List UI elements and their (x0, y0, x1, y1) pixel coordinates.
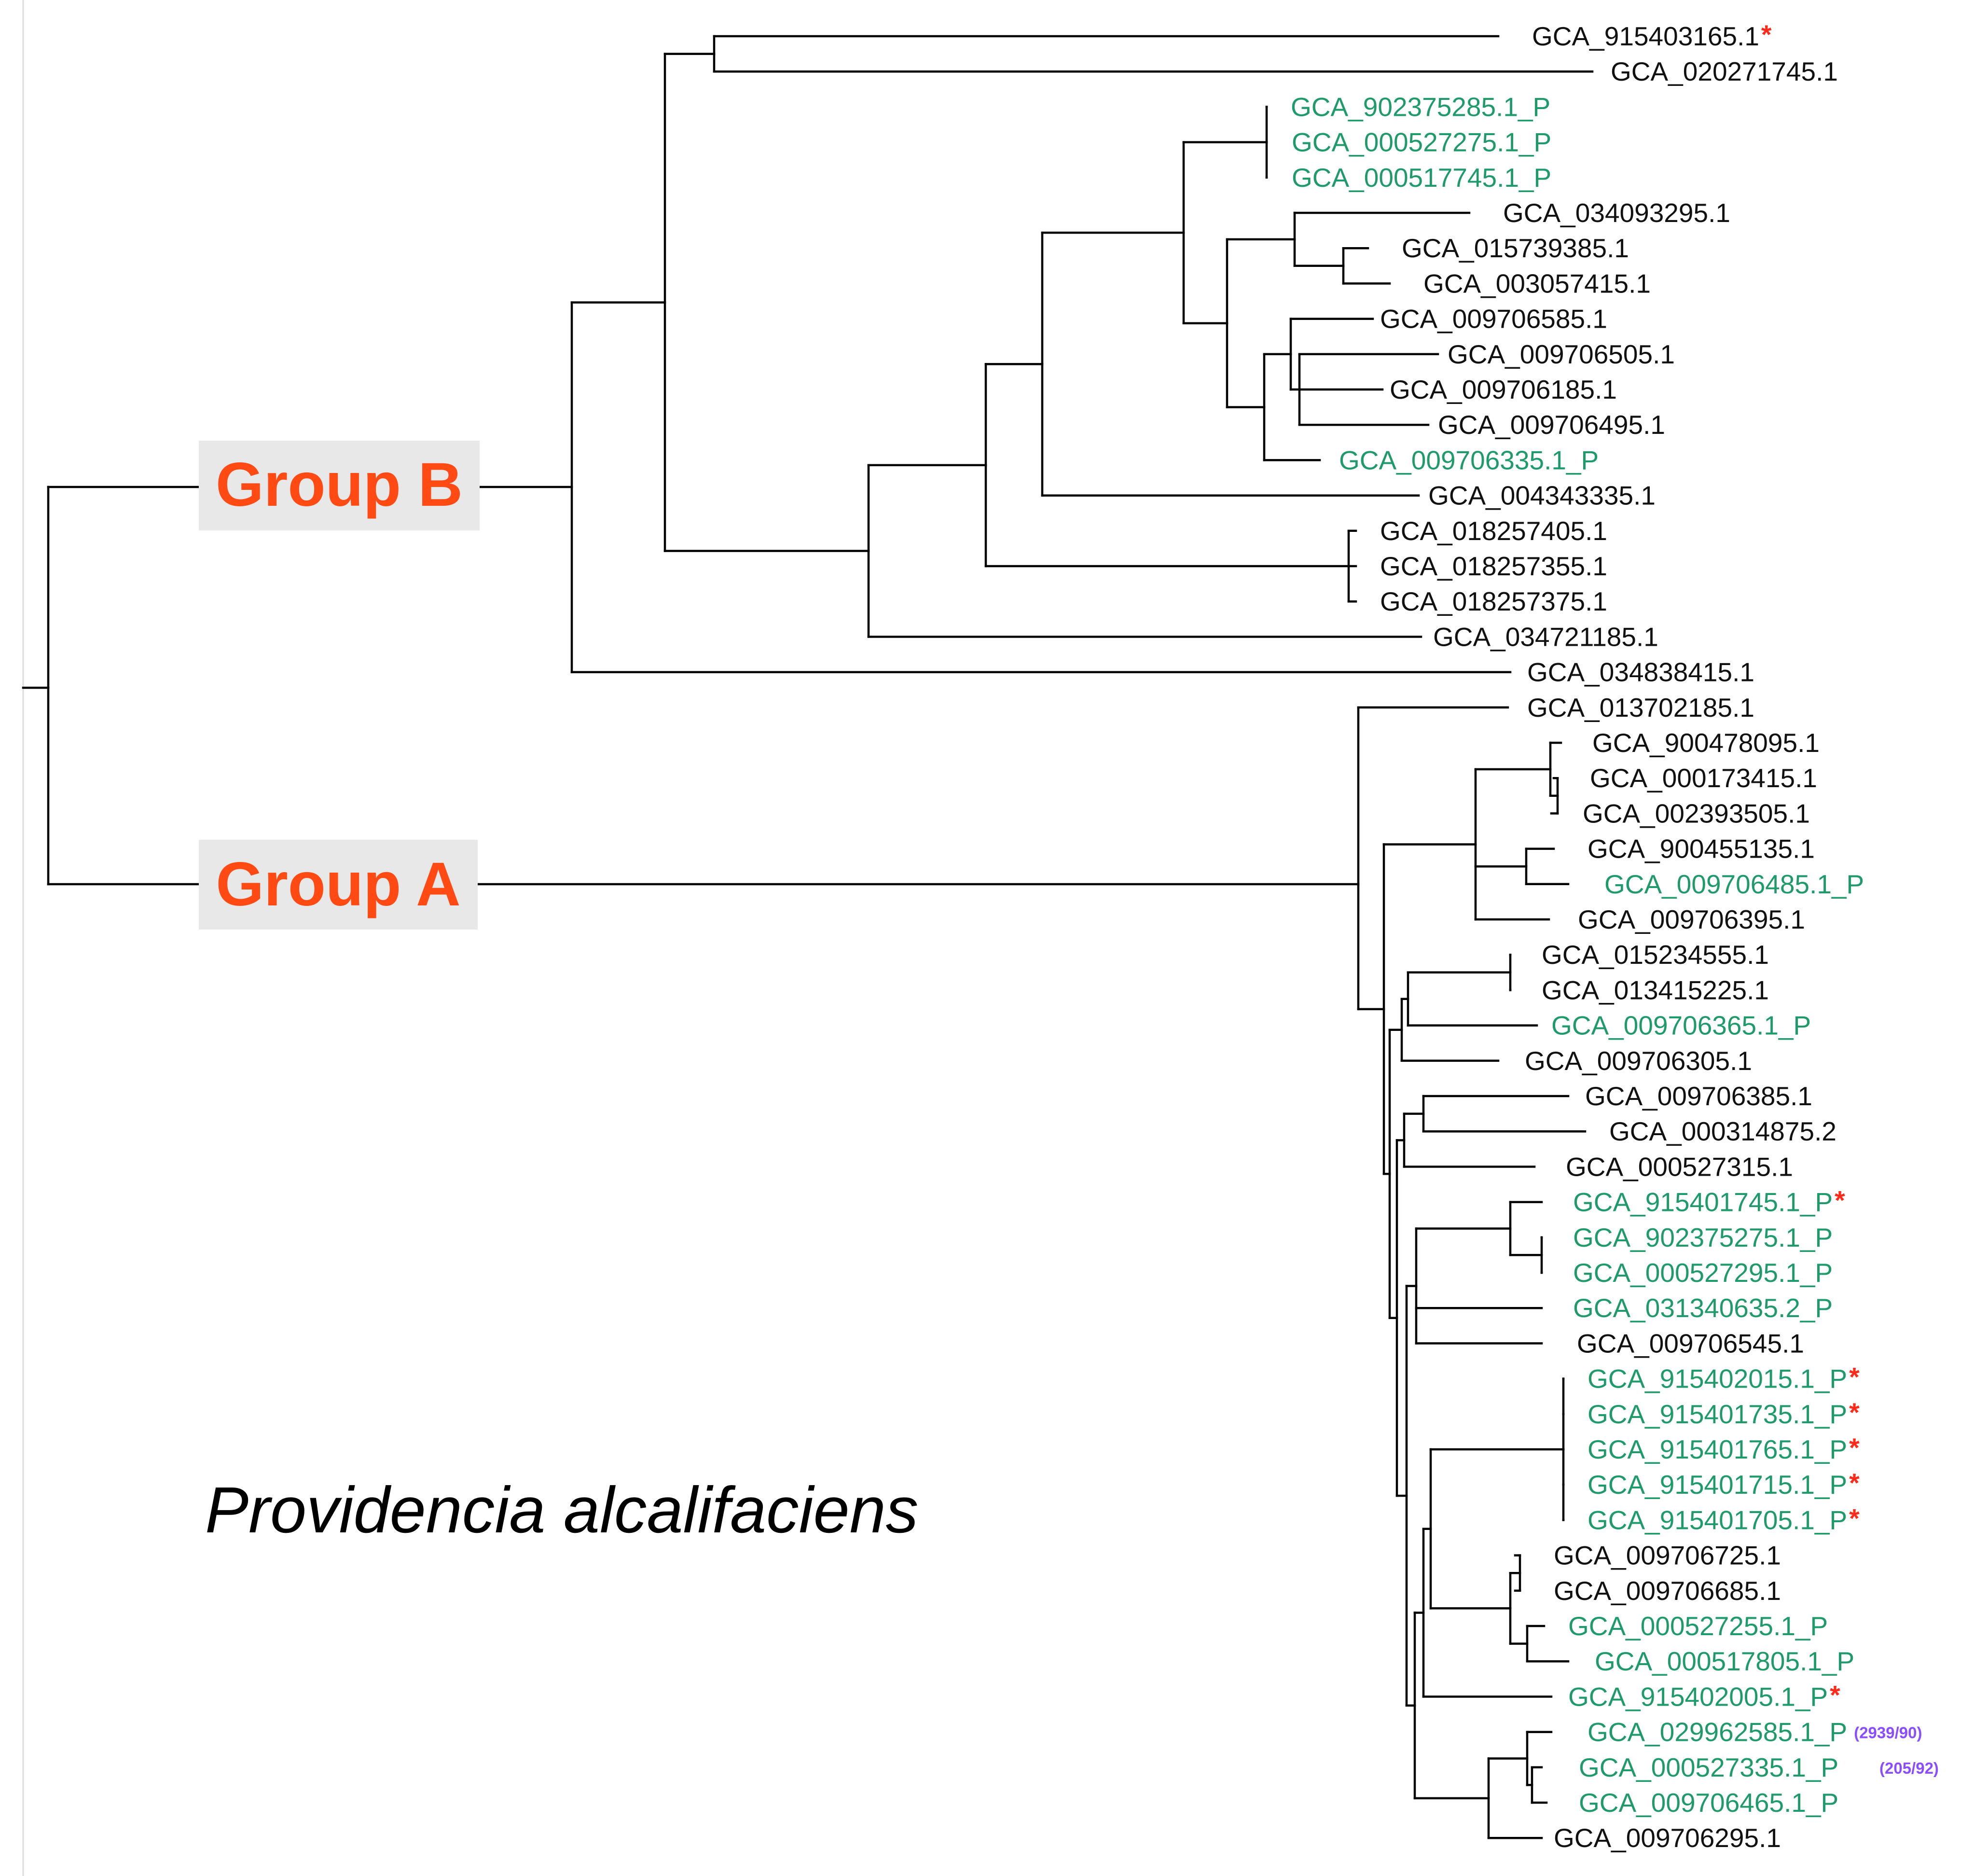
tip-label: GCA_915401735.1_P (1587, 1399, 1847, 1429)
asterisk-marker: * (1849, 1397, 1860, 1427)
tip-label: GCA_018257375.1 (1380, 586, 1607, 616)
tip-label: GCA_000517805.1_P (1595, 1646, 1854, 1676)
group-a-label-background (199, 840, 478, 930)
tip-label: GCA_009706185.1 (1390, 375, 1617, 404)
asterisk-marker: * (1849, 1468, 1860, 1498)
tip-label: GCA_009706485.1_P (1604, 869, 1864, 899)
asterisk-marker: * (1849, 1432, 1860, 1462)
group-b-label-background (199, 441, 480, 530)
tip-label: GCA_915402015.1_P (1587, 1364, 1847, 1394)
tip-label: GCA_902375285.1_P (1291, 92, 1550, 122)
tip-label: GCA_000527315.1 (1566, 1152, 1793, 1181)
tip-label: GCA_009706295.1 (1554, 1823, 1781, 1853)
tip-label: GCA_915401715.1_P (1587, 1470, 1847, 1500)
tip-label: GCA_034838415.1 (1527, 657, 1754, 687)
tip-labels: GCA_915403165.1 *GCA_020271745.1GCA_90237… (1291, 19, 1939, 1853)
asterisk-marker: * (1835, 1185, 1845, 1215)
tip-label: GCA_915403165.1 (1532, 21, 1759, 51)
tip-label: GCA_009706395.1 (1578, 904, 1805, 934)
tip-label: GCA_015234555.1 (1542, 940, 1769, 970)
tip-label: GCA_000527295.1_P (1573, 1258, 1833, 1288)
tip-label: GCA_002393505.1 (1583, 798, 1810, 828)
tip-label: GCA_034721185.1 (1433, 622, 1658, 652)
tip-label: GCA_009706385.1 (1585, 1081, 1812, 1111)
tip-label: GCA_020271745.1 (1611, 56, 1838, 86)
asterisk-marker: * (1761, 19, 1772, 49)
tip-label: GCA_009706505.1 (1448, 339, 1675, 369)
tip-label: GCA_003057415.1 (1423, 268, 1651, 298)
tip-label: GCA_000527335.1_P (1579, 1752, 1838, 1782)
tip-label: GCA_013415225.1 (1542, 975, 1769, 1005)
tip-label: GCA_004343335.1 (1428, 481, 1656, 511)
tip-label: GCA_009706495.1 (1438, 410, 1665, 440)
tip-label: GCA_000173415.1 (1590, 763, 1817, 793)
asterisk-marker: * (1849, 1362, 1860, 1392)
group-labels: Group B Group A (199, 441, 480, 930)
tip-label: GCA_029962585.1_P (1587, 1717, 1847, 1747)
tip-annotation: (2939/90) (1854, 1724, 1922, 1742)
tip-label: GCA_900455135.1 (1587, 834, 1815, 864)
tip-label: GCA_009706545.1 (1577, 1328, 1804, 1358)
tip-label: GCA_902375275.1_P (1573, 1223, 1833, 1252)
asterisk-marker: * (1849, 1503, 1860, 1533)
tip-annotation: (205/92) (1879, 1759, 1939, 1777)
tip-label: GCA_900478095.1 (1592, 728, 1820, 758)
tip-label: GCA_000314875.2 (1609, 1116, 1836, 1146)
asterisk-marker: * (1830, 1680, 1840, 1709)
tip-label: GCA_915401745.1_P (1573, 1187, 1833, 1217)
tip-label: GCA_015739385.1 (1402, 233, 1629, 263)
tip-label: GCA_009706725.1 (1554, 1541, 1781, 1570)
species-title: Providencia alcalifaciens (205, 1473, 918, 1546)
tip-label: GCA_009706305.1 (1525, 1046, 1752, 1076)
tip-label: GCA_000527255.1_P (1568, 1611, 1828, 1641)
group-b-label: Group B (216, 450, 463, 519)
tip-label: GCA_000517745.1_P (1292, 163, 1551, 193)
tip-label: GCA_009706365.1_P (1551, 1011, 1811, 1041)
tip-label: GCA_034093295.1 (1503, 198, 1730, 228)
tip-label: GCA_000527275.1_P (1292, 127, 1551, 157)
tip-label: GCA_031340635.2_P (1573, 1293, 1833, 1323)
tip-label: GCA_009706585.1 (1380, 304, 1607, 334)
tip-label: GCA_018257355.1 (1380, 551, 1607, 581)
tip-label: GCA_915402005.1_P (1568, 1681, 1828, 1711)
tip-label: GCA_009706685.1 (1554, 1576, 1781, 1606)
group-a-label: Group A (216, 850, 460, 919)
tip-label: GCA_915401765.1_P (1587, 1434, 1847, 1464)
tip-label: GCA_018257405.1 (1380, 516, 1607, 546)
tree-branches (22, 35, 1594, 1839)
tip-label: GCA_009706335.1_P (1339, 445, 1599, 475)
tip-label: GCA_013702185.1 (1527, 693, 1754, 723)
tip-label: GCA_915401705.1_P (1587, 1505, 1847, 1535)
tip-label: GCA_009706465.1_P (1579, 1788, 1838, 1818)
